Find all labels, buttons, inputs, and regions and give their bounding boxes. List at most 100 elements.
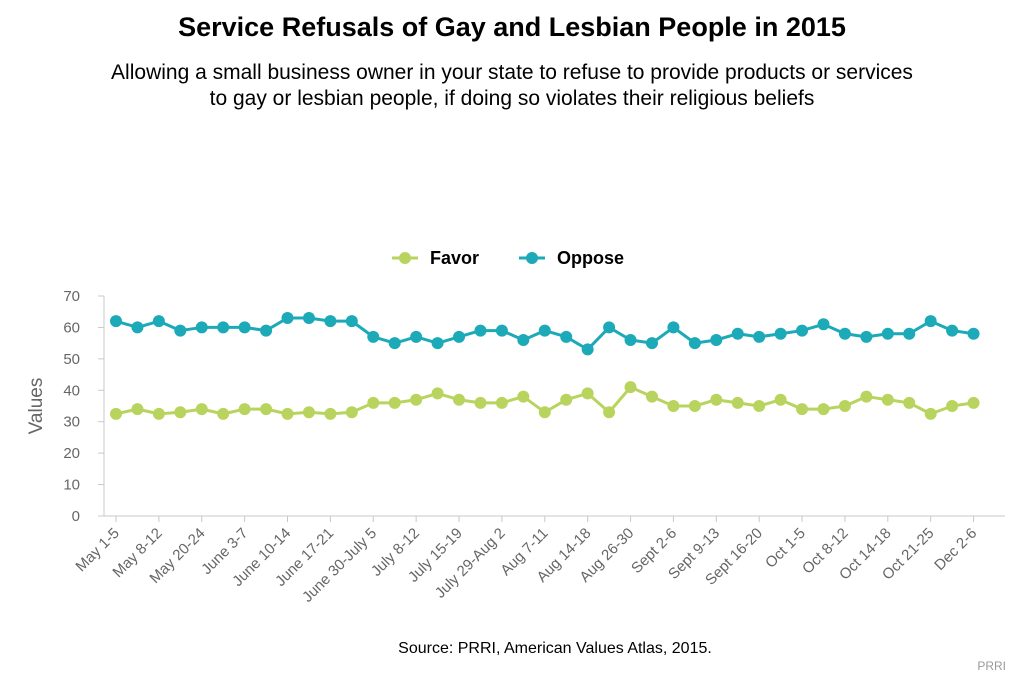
- oppose-point: [903, 327, 916, 340]
- favor-point: [517, 390, 530, 403]
- favor-point: [388, 396, 401, 409]
- oppose-point: [260, 324, 273, 337]
- legend-oppose-marker: [526, 252, 538, 264]
- favor-point: [217, 407, 230, 420]
- oppose-point: [688, 337, 701, 350]
- oppose-point: [603, 321, 616, 334]
- oppose-point: [753, 330, 766, 343]
- oppose-point: [860, 330, 873, 343]
- chart-title: Service Refusals of Gay and Lesbian Peop…: [178, 12, 846, 42]
- oppose-point: [924, 315, 937, 328]
- y-tick-label: 70: [63, 288, 80, 305]
- favor-point: [710, 393, 723, 406]
- source-note: Source: PRRI, American Values Atlas, 201…: [398, 640, 712, 657]
- favor-point: [967, 396, 980, 409]
- favor-point: [860, 390, 873, 403]
- oppose-point: [431, 337, 444, 350]
- favor-point: [753, 400, 766, 412]
- oppose-point: [495, 324, 508, 337]
- oppose-point: [538, 324, 551, 337]
- oppose-point: [152, 315, 165, 328]
- y-tick-label: 30: [63, 414, 80, 431]
- favor-point: [838, 400, 851, 412]
- oppose-point: [238, 321, 251, 334]
- favor-point: [238, 403, 251, 416]
- oppose-point: [281, 312, 294, 324]
- oppose-point: [367, 330, 380, 343]
- favor-point: [881, 393, 894, 406]
- favor-point: [560, 393, 573, 406]
- chart-subtitle: Allowing a small business owner in your …: [62, 60, 962, 112]
- favor-point: [667, 400, 680, 412]
- favor-point: [152, 407, 165, 420]
- legend-oppose-label: Oppose: [557, 248, 624, 268]
- oppose-point: [410, 330, 423, 343]
- x-tick-label: June 30-July 5: [299, 525, 380, 606]
- favor-point: [924, 407, 937, 420]
- favor-point: [645, 390, 658, 403]
- favor-point: [195, 403, 208, 416]
- oppose-point: [817, 318, 830, 331]
- subtitle-line-2: to gay or lesbian people, if doing so vi…: [209, 87, 815, 110]
- oppose-point: [667, 321, 680, 334]
- oppose-point: [645, 337, 658, 350]
- y-tick-label: 50: [63, 351, 80, 368]
- y-tick-label: 40: [63, 382, 80, 399]
- favor-point: [946, 400, 959, 412]
- y-axis-title: Values: [26, 378, 47, 435]
- favor-point: [410, 393, 423, 406]
- oppose-point: [302, 312, 315, 324]
- favor-point: [796, 403, 809, 416]
- oppose-point: [517, 334, 530, 346]
- favor-point: [731, 396, 744, 409]
- oppose-point: [838, 327, 851, 340]
- oppose-point: [881, 327, 894, 340]
- favor-point: [603, 406, 616, 419]
- favor-point: [538, 406, 551, 419]
- favor-point: [324, 407, 337, 420]
- favor-point: [174, 406, 187, 419]
- oppose-point: [560, 330, 573, 343]
- oppose-point: [967, 327, 980, 340]
- oppose-point: [731, 327, 744, 340]
- oppose-point: [946, 324, 959, 337]
- oppose-point: [624, 334, 637, 346]
- legend-favor-label: Favor: [430, 248, 479, 268]
- favor-point: [624, 381, 637, 394]
- favor-point: [260, 403, 273, 416]
- oppose-point: [710, 334, 723, 346]
- favor-point: [453, 393, 466, 406]
- credit-label: PRRI: [977, 659, 1006, 673]
- oppose-point: [345, 315, 358, 328]
- favor-point: [281, 407, 294, 420]
- oppose-point: [796, 324, 809, 337]
- oppose-point: [110, 315, 122, 328]
- oppose-point: [131, 321, 144, 334]
- favor-point: [903, 396, 916, 409]
- y-tick-label: 0: [72, 508, 80, 525]
- y-tick-label: 10: [63, 477, 80, 494]
- favor-point: [431, 387, 444, 400]
- y-tick-label: 60: [63, 319, 80, 336]
- oppose-point: [453, 330, 466, 343]
- favor-point: [817, 403, 830, 416]
- y-tick-label: 20: [63, 445, 80, 462]
- x-tick-label: Dec 2-6: [931, 525, 980, 574]
- favor-point: [367, 396, 380, 409]
- favor-point: [345, 406, 358, 419]
- oppose-point: [217, 321, 230, 334]
- favor-point: [131, 403, 144, 416]
- oppose-point: [774, 327, 787, 340]
- oppose-point: [581, 343, 594, 356]
- favor-point: [774, 393, 787, 406]
- oppose-point: [195, 321, 208, 334]
- favor-point: [302, 406, 315, 419]
- oppose-point: [388, 337, 401, 350]
- favor-point: [474, 396, 487, 409]
- subtitle-line-1: Allowing a small business owner in your …: [111, 61, 913, 84]
- favor-point: [495, 396, 508, 409]
- oppose-point: [324, 315, 337, 328]
- oppose-point: [174, 324, 187, 337]
- legend-favor-marker: [399, 252, 411, 264]
